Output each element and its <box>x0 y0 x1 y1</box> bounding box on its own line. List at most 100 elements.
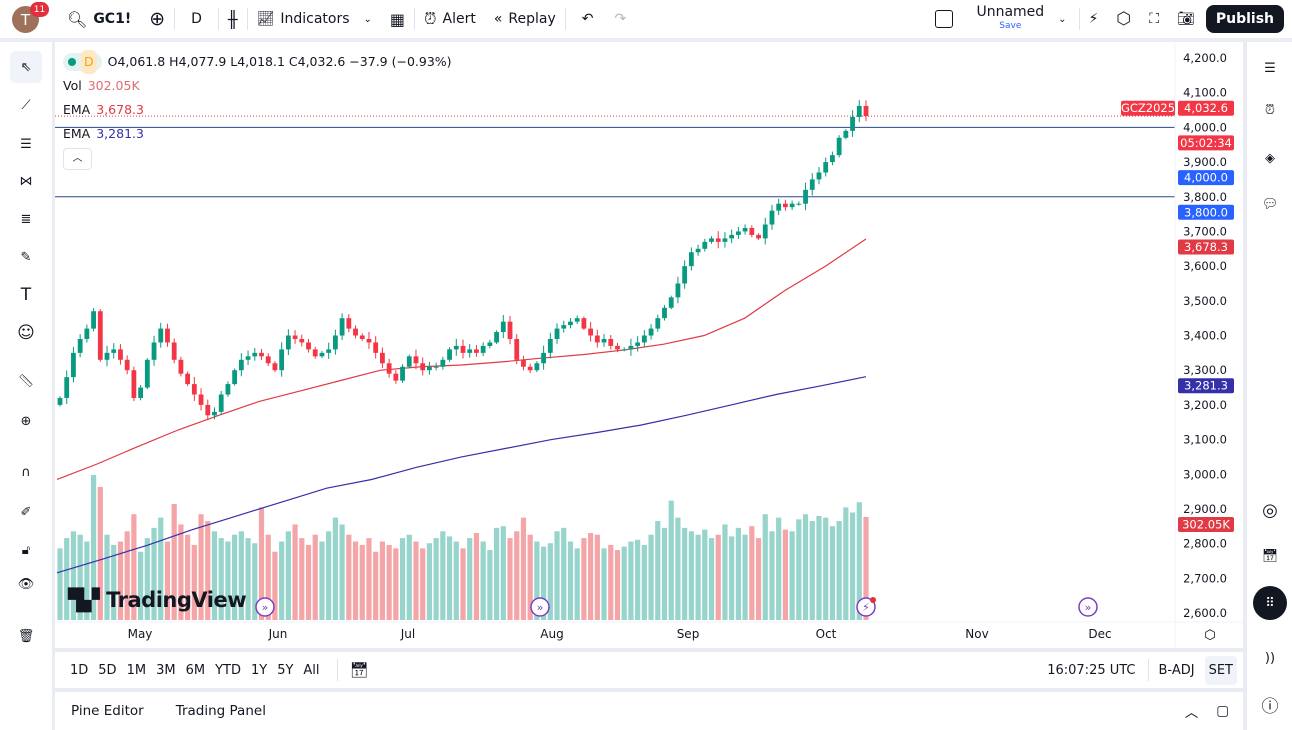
patterns-tool[interactable]: ⋈ <box>10 165 42 197</box>
bottom-panel: Pine Editor Trading Panel ︿ ▢ <box>55 692 1243 730</box>
layout-checkbox[interactable] <box>926 0 962 38</box>
collapse-legend-button[interactable]: ︿ <box>63 148 92 170</box>
candle-body <box>561 325 567 329</box>
cursor-tool[interactable]: ⇖ <box>10 51 42 83</box>
range-5y[interactable]: 5Y <box>277 662 294 678</box>
alert-button[interactable]: ⏰︎ Alert <box>424 9 476 28</box>
range-1y[interactable]: 1Y <box>250 662 268 678</box>
volume-legend[interactable]: Vol 302.05K <box>63 78 140 93</box>
publish-button[interactable]: Publish <box>1205 5 1284 33</box>
symbol-search[interactable]: 🔍︎ GC1! <box>67 9 132 29</box>
range-5d[interactable]: 5D <box>98 662 117 678</box>
products-button[interactable]: ⠿ <box>1253 586 1287 620</box>
compare-symbol-button[interactable]: ⊕ <box>140 0 174 38</box>
range-1d[interactable]: 1D <box>70 662 89 678</box>
zoom-tool[interactable]: ⊕ <box>10 405 42 437</box>
snapshot-button[interactable]: 📷︎ <box>1168 0 1204 38</box>
market-status-indicator[interactable]: D <box>63 50 102 74</box>
redo-button[interactable]: ↷ <box>614 11 627 27</box>
fib-tool[interactable]: ☰ <box>10 128 42 160</box>
alerts-button[interactable]: ⏰︎ <box>1254 94 1286 126</box>
volume-bar <box>171 504 177 620</box>
text-tool[interactable]: T <box>10 279 42 311</box>
candle-body <box>292 335 298 339</box>
volume-bar <box>493 527 500 620</box>
tradingview-watermark[interactable]: ▜▞ TradingView <box>68 588 247 612</box>
scale-settings-icon[interactable]: ⬡ <box>1204 628 1215 643</box>
range-ytd[interactable]: YTD <box>215 662 241 678</box>
chats-button[interactable]: 💬︎ <box>1254 188 1286 220</box>
clock-time[interactable]: 16:07:25 UTC <box>1047 662 1136 678</box>
chart-type-button[interactable]: ╫ <box>219 0 247 38</box>
stream-button[interactable]: )) <box>1254 642 1286 674</box>
candle-body <box>749 227 755 235</box>
ema-fast-legend[interactable]: EMA 3,678.3 <box>63 102 144 117</box>
brush-icon: ✎ <box>20 249 32 265</box>
chart-pane[interactable]: 4,200.0 4,100.0 4,000.0 3,900.0 3,800.0 3,700… <box>55 42 1243 648</box>
event-marker-icon <box>856 597 876 617</box>
price-chart[interactable]: 4,200.0 4,100.0 4,000.0 3,900.0 3,800.0 3,700… <box>55 42 1243 648</box>
remove-drawings-tool[interactable]: 🗑︎ <box>10 620 42 652</box>
price-tick: 2,600.0 <box>1183 606 1227 620</box>
session-toggle[interactable]: SET <box>1204 655 1237 685</box>
range-1m[interactable]: 1M <box>126 662 147 678</box>
watchlist-button[interactable]: ☰ <box>1254 52 1286 84</box>
volume-bar <box>514 531 520 620</box>
event-marker-glyph: » <box>262 601 269 614</box>
icons-tool[interactable]: ☺ <box>10 317 42 349</box>
volume-bar <box>332 517 338 620</box>
layout-name-button[interactable]: Unnamed Save <box>976 4 1045 31</box>
screener-button[interactable]: ◎ <box>1254 494 1286 526</box>
maximize-panel-icon[interactable]: ▢ <box>1216 703 1229 719</box>
brush-tool[interactable]: ✎ <box>10 241 42 273</box>
back-adjust-toggle[interactable]: B-ADJ <box>1158 662 1195 678</box>
measure-tool[interactable]: 📏︎ <box>10 365 42 397</box>
layouts-button[interactable]: ▦ <box>381 0 414 38</box>
event-marker-icon <box>1078 597 1098 617</box>
candle-body <box>97 311 103 360</box>
fullscreen-button[interactable]: ⛶ <box>1140 0 1168 38</box>
volume-bar <box>359 544 365 620</box>
replay-button[interactable]: «Replay <box>493 11 556 27</box>
settings-button[interactable]: ⬡ <box>1107 0 1140 38</box>
indicators-button[interactable]: 📈︎ Indicators ⌄ <box>256 11 372 27</box>
volume-bar <box>668 500 674 620</box>
forecast-tool[interactable]: ≣ <box>10 203 42 235</box>
collapse-panel-icon[interactable]: ︿ <box>1184 705 1199 721</box>
candle-body <box>191 384 197 395</box>
zoom-in-icon: ⊕ <box>20 413 32 429</box>
go-to-date-icon[interactable]: 📅︎ <box>349 661 369 679</box>
calendar-button[interactable]: 📅︎ <box>1254 540 1286 572</box>
range-6m[interactable]: 6M <box>185 662 206 678</box>
interval-button[interactable]: D <box>191 11 202 27</box>
pine-editor-tab[interactable]: Pine Editor <box>71 703 144 719</box>
range-3m[interactable]: 3M <box>156 662 176 678</box>
magnet-tool[interactable]: ∩ <box>10 456 42 488</box>
hide-drawings-tool[interactable]: 👁︎ <box>10 568 42 600</box>
chevron-down-icon[interactable]: ⌄ <box>1058 13 1067 25</box>
volume-bar <box>420 548 426 620</box>
ema-slow-legend[interactable]: EMA 3,281.3 <box>63 126 144 141</box>
volume-bar <box>305 544 312 620</box>
volume-bar <box>252 543 258 620</box>
volume-bar <box>413 541 419 620</box>
chat-icon: 💬︎ <box>1261 196 1279 212</box>
lock-drawing-tool[interactable]: ✐ <box>10 496 42 528</box>
volume-bar <box>682 527 688 620</box>
lock-all-tool[interactable]: 🔓︎ <box>10 534 42 566</box>
trading-panel-tab[interactable]: Trading Panel <box>175 703 266 719</box>
event-dot <box>870 597 876 603</box>
volume-bar <box>836 521 842 620</box>
candle-body <box>57 397 63 405</box>
candle-body <box>514 338 520 360</box>
range-all[interactable]: All <box>303 662 320 678</box>
volume-bar <box>487 550 493 620</box>
quick-search-button[interactable]: ⚡︎ <box>1080 0 1108 38</box>
undo-button[interactable]: ↶ <box>581 11 594 27</box>
help-button[interactable]: ⓘ <box>1254 688 1286 720</box>
object-tree-button[interactable]: ◈ <box>1254 142 1286 174</box>
trendline-tool[interactable]: ⟋ <box>10 89 42 121</box>
volume-bar <box>614 550 621 620</box>
volume-bar <box>131 514 137 620</box>
drawing-toolbar: ⇖ ⟋ ☰ ⋈ ≣ ✎ T ☺ 📏︎ ⊕ ∩ ✐ 🔓︎ 👁︎ 🗑︎ <box>0 42 52 730</box>
